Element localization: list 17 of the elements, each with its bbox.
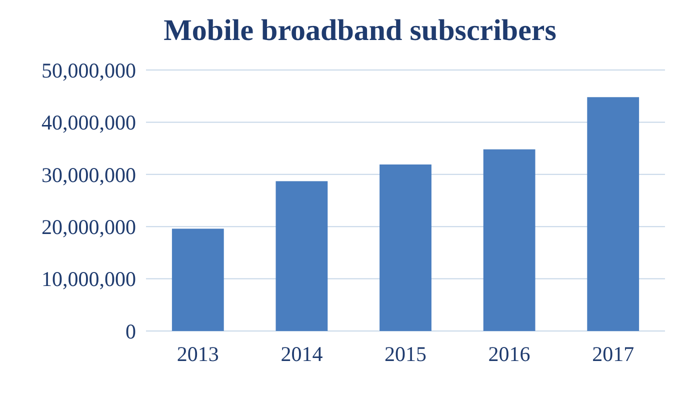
- x-tick-label: 2015: [384, 342, 426, 366]
- y-tick-label: 40,000,000: [42, 110, 136, 135]
- x-tick-label: 2013: [176, 342, 219, 366]
- bar: [276, 181, 328, 331]
- bar: [587, 97, 640, 331]
- y-tick-label: 30,000,000: [42, 162, 136, 187]
- bar: [380, 164, 432, 331]
- x-tick-label: 2017: [592, 342, 634, 366]
- y-tick-label: 20,000,000: [42, 214, 136, 239]
- y-tick-label: 0: [126, 319, 136, 344]
- x-tick-label: 2016: [488, 342, 530, 366]
- bar: [483, 149, 536, 331]
- x-tick-label: 2014: [280, 342, 324, 366]
- chart-title: Mobile broadband subscribers: [164, 14, 556, 47]
- y-tick-label: 50,000,000: [42, 58, 136, 82]
- y-tick-label: 10,000,000: [42, 267, 136, 292]
- bar: [172, 228, 224, 331]
